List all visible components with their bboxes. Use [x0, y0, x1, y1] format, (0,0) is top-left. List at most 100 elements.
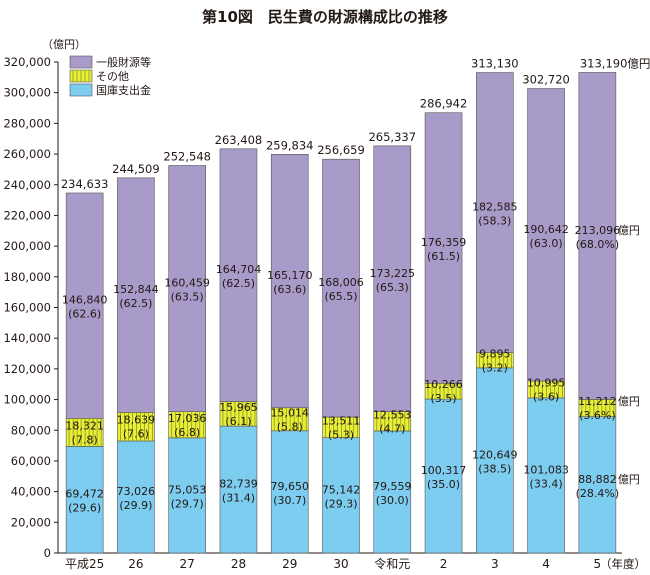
data-label-other: 12,553 [373, 408, 412, 421]
data-label-general-pct: (62.5) [119, 297, 152, 310]
chart-title: 第10図 民生費の財源構成比の推移 [202, 8, 448, 26]
data-label-general: 165,170 [267, 269, 313, 282]
data-label-general: 190,642 [523, 223, 569, 236]
y-tick-label: 0 [44, 546, 51, 560]
data-label-general-pct: (63.6) [273, 283, 306, 296]
data-label-other-pct: (3.6%) [579, 409, 616, 422]
legend-swatch [69, 55, 93, 69]
x-tick-label: 30 [333, 557, 348, 571]
bar-segment-treasury [168, 437, 206, 554]
data-label-other-pct: (6.1) [225, 415, 251, 428]
data-label-treasury: 101,083 [523, 463, 569, 476]
bar-total-label: 265,337 [368, 130, 416, 144]
data-label-other-pct: (5.8) [277, 420, 303, 433]
y-tick-label: 200,000 [3, 239, 51, 253]
data-label-other: 15,965 [219, 401, 258, 414]
data-label-other: 9,895 [479, 347, 511, 360]
data-label-general-pct: (62.6) [68, 308, 101, 321]
bar-segment-general [424, 112, 463, 384]
x-tick-label: 平成25 [65, 557, 104, 571]
unit-label-treasury: 億円 [618, 473, 640, 486]
bar-segment-general [65, 192, 104, 419]
y-tick-label: 20,000 [11, 515, 51, 529]
data-label-general: 168,006 [318, 276, 364, 289]
y-tick-label: 100,000 [3, 393, 51, 407]
y-tick-label: 80,000 [11, 423, 51, 437]
x-tick-label: 28 [231, 557, 246, 571]
bar-total-label: 313,190億円 [580, 56, 650, 70]
data-label-general: 213,096 [575, 224, 621, 237]
x-tick-label: 令和元 [374, 556, 410, 571]
data-label-treasury-pct: (29.6) [68, 502, 101, 515]
data-label-other-pct: (5.3) [328, 428, 354, 441]
bar-segment-general [476, 72, 514, 353]
data-label-treasury-pct: (31.4) [222, 492, 255, 505]
bar-segment-general [219, 148, 258, 402]
bar-segment-treasury [270, 430, 309, 554]
bar-total-label: 286,942 [420, 97, 468, 111]
data-label-treasury: 69,472 [65, 488, 104, 501]
data-label-treasury-pct: (35.0) [427, 478, 460, 491]
data-label-other: 10,266 [424, 378, 463, 391]
bar-total-label: 263,408 [215, 133, 263, 147]
bar-segment-treasury [219, 425, 258, 554]
bar-segment-general [270, 154, 309, 409]
data-label-general-pct: (63.5) [171, 291, 204, 304]
data-label-other-pct: (7.8) [72, 433, 98, 446]
data-label-treasury-pct: (30.0) [376, 494, 409, 507]
data-label-other-pct: (7.6) [123, 428, 149, 441]
data-label-treasury: 79,650 [270, 480, 309, 493]
data-label-other: 15,014 [270, 406, 309, 419]
data-label-general: 176,359 [421, 236, 467, 249]
bar-total-label: 302,720 [522, 73, 570, 87]
data-label-general: 160,459 [164, 277, 210, 290]
y-tick-label: 40,000 [11, 485, 51, 499]
bar-total-label: 234,633 [61, 177, 109, 191]
data-label-general-pct: (65.3) [376, 281, 409, 294]
data-label-treasury-pct: (30.7) [273, 494, 306, 507]
data-label-other-pct: (3.2) [482, 361, 508, 374]
bar-segment-general [322, 158, 360, 418]
y-tick-label: 120,000 [3, 362, 51, 376]
data-label-other: 13,511 [322, 414, 361, 427]
bar-total-label: 313,130 [471, 57, 519, 71]
bar-segment-general [373, 145, 412, 412]
y-tick-label: 260,000 [3, 147, 51, 161]
data-label-treasury-pct: (29.9) [119, 499, 152, 512]
legend-swatch [69, 83, 93, 97]
x-axis-label: （年度） [600, 557, 646, 571]
bar-segment-general [578, 72, 617, 400]
data-label-other-pct: (4.7) [379, 422, 405, 435]
data-label-general-pct: (68.0%) [576, 238, 620, 251]
data-label-general-pct: (61.5) [427, 250, 460, 263]
data-label-other-pct: (3.5) [431, 392, 457, 405]
data-label-general-pct: (65.5) [324, 290, 357, 303]
data-label-general: 182,585 [472, 201, 518, 214]
data-label-other-pct: (3.6) [533, 390, 559, 403]
bar-segment-treasury [373, 430, 412, 554]
data-label-general: 173,225 [370, 267, 416, 280]
y-tick-label: 180,000 [3, 270, 51, 284]
y-tick-label: 280,000 [3, 116, 51, 130]
data-label-treasury: 75,053 [168, 483, 207, 496]
data-label-treasury: 82,739 [219, 478, 258, 491]
data-label-treasury: 120,649 [472, 448, 518, 461]
legend-label: その他 [96, 70, 129, 83]
unit-label-general: 億円 [618, 224, 640, 237]
x-tick-label: 4 [542, 557, 550, 571]
data-label-treasury-pct: (33.4) [530, 477, 563, 490]
y-tick-label: 60,000 [11, 454, 51, 468]
data-label-treasury-pct: (29.3) [324, 497, 357, 510]
bar-total-label: 252,548 [163, 149, 211, 163]
bar-total-label: 244,509 [112, 162, 160, 176]
data-label-treasury-pct: (29.7) [171, 497, 204, 510]
data-label-general: 164,704 [216, 263, 262, 276]
data-label-other: 17,036 [168, 412, 207, 425]
unit-label-other: 億円 [618, 395, 640, 408]
y-axis-label: （億円） [42, 38, 86, 51]
data-label-other: 18,321 [65, 419, 104, 432]
data-label-general-pct: (63.0) [530, 237, 563, 250]
bar-segment-treasury [424, 398, 463, 554]
data-label-other: 18,639 [117, 414, 156, 427]
